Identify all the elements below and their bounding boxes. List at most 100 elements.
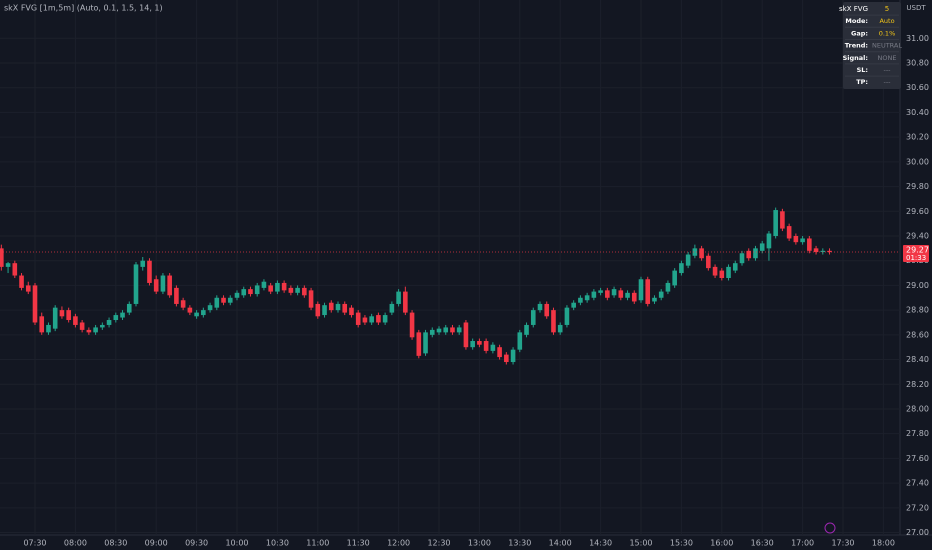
y-tick-label: 29.40 [906, 231, 929, 240]
x-tick-label: 17:00 [791, 539, 814, 548]
candle-body [288, 287, 294, 293]
candle-body [423, 332, 428, 354]
candle-body [645, 279, 651, 304]
candle-body [712, 266, 718, 276]
candle-body [739, 253, 745, 264]
y-tick-label: 30.40 [906, 108, 929, 117]
x-tick-label: 07:30 [23, 539, 46, 548]
candle-body [530, 310, 536, 325]
candle-body [19, 275, 24, 288]
x-tick-label: 11:30 [347, 539, 370, 548]
candle-body [652, 297, 657, 302]
x-tick-label: 12:30 [427, 539, 450, 548]
y-tick-label: 27.00 [906, 528, 929, 537]
candle-body [86, 329, 92, 333]
panel-row-value: Auto [879, 17, 894, 25]
candle-body [308, 290, 314, 308]
candle-body [598, 290, 603, 293]
panel-row-value: 0.1% [879, 29, 896, 37]
currency-label: USDT [906, 4, 926, 12]
candle-body [813, 248, 819, 253]
candle-body [248, 289, 253, 295]
candle-body [726, 266, 731, 279]
candle-body [827, 250, 832, 253]
candle-body [665, 282, 671, 292]
status-panel: skX FVG 5 Mode: Auto Gap: 0.1% Trend: NEUTRAL Si… [839, 2, 902, 89]
x-tick-label: 16:00 [710, 539, 733, 548]
candle-body [699, 248, 704, 259]
y-tick-label: 29.80 [906, 182, 929, 191]
candle-body [328, 302, 334, 311]
candle-body [436, 328, 442, 333]
y-tick-label: 28.80 [906, 306, 929, 315]
candle-body [524, 324, 529, 335]
candle-body [275, 282, 280, 292]
candle-body [147, 260, 152, 283]
candle-body [376, 315, 381, 323]
panel-row-value: --- [883, 78, 891, 86]
panel-row-value: NEUTRAL [872, 42, 902, 50]
candle-body [443, 327, 449, 333]
y-tick-label: 28.40 [906, 355, 929, 364]
candle-body [113, 315, 119, 321]
candle-body [66, 310, 71, 321]
x-tick-label: 15:30 [670, 539, 693, 548]
candle-body [0, 248, 4, 267]
candle-body [362, 317, 368, 323]
candle-body [477, 341, 482, 345]
candle-body [706, 255, 711, 269]
candle-body [773, 210, 778, 236]
candle-body [389, 303, 395, 313]
candle-body [302, 287, 307, 296]
y-tick-label: 29.00 [906, 281, 929, 290]
x-tick-label: 13:00 [468, 539, 491, 548]
candle-body [780, 211, 785, 229]
y-tick-label: 30.00 [906, 157, 929, 166]
candle-body [463, 322, 469, 348]
panel-row-label: Gap: [851, 29, 868, 37]
y-tick-label: 27.20 [906, 503, 929, 512]
last-price-badge [903, 245, 929, 263]
candle-body [315, 303, 321, 317]
candle-body [153, 279, 159, 292]
candle-body [807, 238, 812, 251]
candle-body [611, 289, 617, 296]
candle-body [187, 307, 193, 313]
candle-body [241, 289, 247, 296]
candle-body [100, 324, 105, 328]
candle-body [180, 300, 186, 308]
candle-body [409, 312, 415, 338]
candle-body [679, 263, 684, 274]
candle-body [551, 310, 556, 333]
candle-body [584, 295, 590, 301]
panel-title: skX FVG [839, 5, 868, 13]
y-tick-label: 27.40 [906, 479, 929, 488]
y-tick-label: 30.20 [906, 133, 929, 142]
candle-body [234, 292, 240, 298]
candle-body [719, 270, 725, 279]
candle-body [39, 316, 45, 333]
candle-body [79, 322, 85, 330]
candle-body [450, 327, 455, 333]
candle-body [793, 235, 799, 243]
x-tick-label: 10:00 [225, 539, 248, 548]
candle-body [605, 290, 610, 298]
x-tick-label: 13:30 [508, 539, 531, 548]
candle-body [160, 275, 166, 292]
candle-body [396, 291, 401, 304]
candle-body [786, 226, 792, 239]
candle-body [167, 275, 172, 296]
candle-body [268, 285, 273, 292]
candle-body [46, 324, 51, 333]
candle-body [281, 282, 287, 291]
candle-body [517, 332, 523, 350]
candle-body [618, 290, 624, 298]
candle-body [25, 285, 31, 292]
candle-body [261, 281, 267, 288]
candle-body [753, 248, 758, 259]
candle-body [638, 279, 644, 301]
panel-row-label: Signal: [843, 54, 868, 62]
x-tick-label: 18:00 [872, 539, 895, 548]
event-icon[interactable] [824, 522, 836, 534]
x-tick-label: 16:30 [751, 539, 774, 548]
